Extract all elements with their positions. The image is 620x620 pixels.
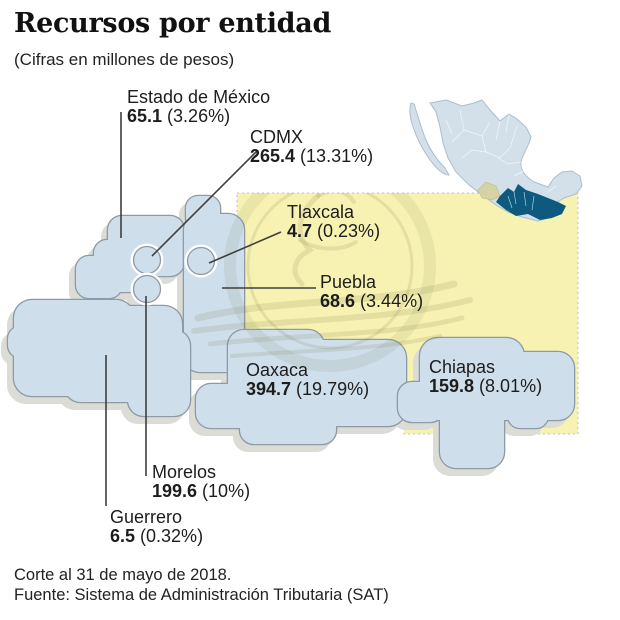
label-tlaxcala: Tlaxcala 4.7 (0.23%) [287,203,380,241]
inset-mainland [429,99,583,222]
state-name: Chiapas [429,357,496,377]
state-name: CDMX [250,127,303,147]
map-shape-morelos [130,272,164,306]
state-value: 265.4 [250,146,296,166]
state-value: 159.8 [429,376,475,396]
state-value: 6.5 [110,526,136,546]
state-pct: (8.01%) [479,376,543,396]
label-estado-de-mexico: Estado de México 65.1 (3.26%) [127,88,270,126]
inset-mexico-map [409,99,583,222]
label-morelos: Morelos 199.6 (10%) [152,463,250,501]
state-value: 65.1 [127,106,163,126]
state-name: Puebla [320,272,377,292]
watermark-emblem [191,193,473,372]
label-cdmx: CDMX 265.4 (13.31%) [250,128,373,166]
state-value: 4.7 [287,221,313,241]
label-guerrero: Guerrero 6.5 (0.32%) [110,508,203,546]
inset-state-borders [445,109,557,193]
state-name: Morelos [152,462,217,482]
map-shape-estado-de-mexico [74,214,186,300]
leader-lines [105,112,316,506]
state-pct: (10%) [202,481,251,501]
inset-baja-peninsula [409,102,450,176]
state-pct: (3.26%) [167,106,231,126]
inset-highlighted-states [496,184,566,220]
map-shape-tlaxcala [184,244,218,278]
state-value: 68.6 [320,291,356,311]
state-name: Estado de México [127,87,271,107]
leader-cdmx [151,149,259,257]
label-puebla: Puebla 68.6 (3.44%) [320,273,423,311]
footnote-source: Fuente: Sistema de Administración Tribut… [14,586,389,604]
footnote-date: Corte al 31 de mayo de 2018. [14,566,232,584]
label-chiapas: Chiapas 159.8 (8.01%) [429,358,542,396]
state-name: Tlaxcala [287,202,355,222]
state-value: 199.6 [152,481,198,501]
state-pct: (3.44%) [360,291,424,311]
page-subtitle: (Cifras en millones de pesos) [14,50,235,69]
state-pct: (19.79%) [296,379,370,399]
page-title: Recursos por entidad [14,8,332,39]
inset-highlight-borders [507,191,535,211]
state-pct: (0.23%) [317,221,381,241]
leader-tlaxcala [208,231,282,264]
state-value: 394.7 [246,379,292,399]
state-pct: (0.32%) [140,526,204,546]
label-oaxaca: Oaxaca 394.7 (19.79%) [246,361,369,399]
state-name: Guerrero [110,507,183,527]
state-name: Oaxaca [246,360,309,380]
state-pct: (13.31%) [300,146,374,166]
